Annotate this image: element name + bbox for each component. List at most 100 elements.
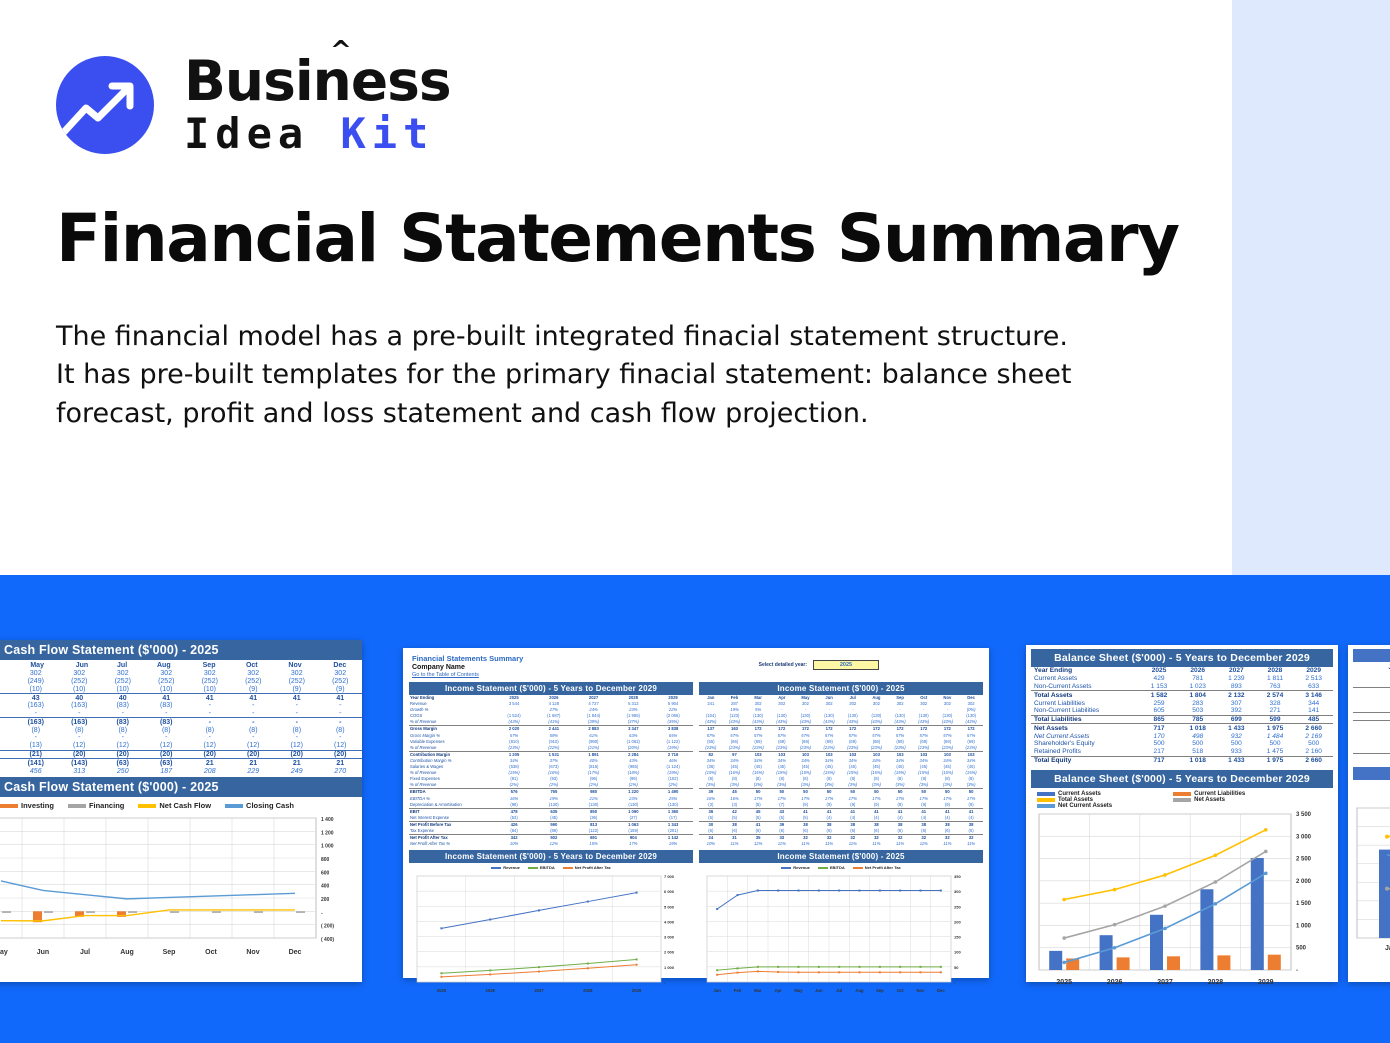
table-cell: (810) [509,738,519,744]
table-cell: - [804,707,807,713]
cash-flow-table-title: Cash Flow Statement ($'000) - 2025 [0,640,362,660]
table-row: (8) (8) (8) (8) (8) (8) (8) (8) [0,726,362,734]
table-row: (163) (163) (83) (83) - - - - [0,717,362,727]
table-cell: 1 804 [1178,690,1218,700]
table-cell: (9) [802,801,809,807]
table-row: Net Interest Expense (53) (45) (36) (27) (17) [409,815,693,822]
table-cell: - [875,707,878,713]
far-panel-title-bar [1353,649,1390,662]
svg-text:50: 50 [954,965,959,970]
table-row: Total Assets 1 582 1 804 2 132 2 574 3 146 [1031,690,1333,700]
table-cell: Aug [872,695,881,700]
row-label: % of Revenue [410,719,437,725]
table-cell: 172 [959,725,983,733]
table-cell: 342 [494,834,534,842]
table-row: 39 45 50 50 50 50 50 50 50 50 50 50 [699,788,983,796]
table-cell: (130) [628,801,639,807]
table-cell: (8) [31,726,41,734]
svg-text:May: May [0,949,8,956]
table-cell: 45 [722,788,747,796]
table-cell: 217 [1153,748,1165,756]
row-label: Net Current Assets [1034,732,1090,740]
table-cell: 38 [722,820,747,828]
table-cell: 2 513 [1305,675,1322,683]
table-cell: (8) [74,726,84,734]
balance-sheet-monthly-panel[interactable]: Jan1 1741241 297936927865121 08150012512… [1348,645,1390,982]
table-of-contents-link[interactable]: Go to the Table of Contents [412,672,479,678]
table-cell: 57% [919,732,928,738]
svg-text:Aug: Aug [120,949,134,956]
table-cell: 41 [840,807,865,815]
table-cell: 41 [864,807,889,815]
table-cell: (15%) [776,770,788,776]
table-cell: 1 433 [1217,723,1256,733]
brand-idea-word: Idea [184,109,341,158]
svg-text:300: 300 [954,889,961,894]
svg-text:1 500: 1 500 [1296,902,1312,908]
col-header: May [30,662,44,670]
table-cell: (6) [944,827,950,833]
table-cell: (23%) [776,744,788,750]
table-cell: 59% [549,732,558,738]
table-cell: (35%) [667,719,679,725]
table-cell: 302 [116,670,129,678]
row-label: Gross Margin [409,725,495,733]
legend-item: Revenue [781,865,810,870]
table-cell: - [165,734,168,742]
table-row: % of Revenue (43%) (41%) (39%) (37%) (35%) [409,719,693,726]
table-cell: 1 343 [653,820,693,828]
table-cell: 717 [1139,755,1179,765]
legend-item: Investing [0,801,54,810]
table-cell: 1 018 [1178,723,1218,733]
table-cell: (130) [895,713,905,719]
col-header: Oct [245,662,258,670]
table-cell: (12) [203,742,216,750]
table-cell: 302 [203,670,216,678]
table-cell: (20) [275,749,319,759]
table-cell: (9) [292,685,302,693]
table-cell: 32 [911,834,936,842]
table-cell: (39%) [587,719,600,725]
svg-text:Jan: Jan [714,988,722,993]
table-cell: 57% [706,732,716,738]
financial-summary-panel[interactable]: Financial Statements Summary Company Nam… [403,648,989,993]
table-cell: 328 [1269,699,1281,707]
table-cell: (15%) [799,770,812,776]
col-header: 2025 [1151,667,1167,675]
row-label: Non-Current Liabilities [1034,707,1100,715]
svg-text:1 000: 1 000 [321,844,334,850]
table-row: (43%) (43%) (43%) (43%) (43%) (43%) (43%) (43%)… [699,719,983,726]
table-cell: (16%) [728,770,741,776]
table-cell: (43%) [941,719,953,725]
table-cell: Mar [754,695,762,700]
table-row: (8) (8) (8) (8) (8) (8) (8) (8) (8) (8) (8) (8) [699,776,983,782]
svg-text:Nov: Nov [246,949,259,956]
cash-flow-panel[interactable]: Cash Flow Statement ($'000) - 2025 May J… [0,640,362,982]
table-cell: 103 [769,750,794,758]
row-label: Net Profit Before Tax [409,820,495,828]
table-cell: (3%) [801,782,810,788]
table-cell: 31 [722,834,747,842]
table-row: 82 97 103 103 103 103 103 103 103 103 103 103 [699,750,983,758]
table-row: 19% 5% - - - - - - - - (0%) [699,707,983,713]
select-year-input[interactable]: 2025 [813,660,879,670]
table-cell: (69) [967,738,975,744]
table-cell: 785 [1178,714,1218,724]
table-cell: (163) [27,702,44,710]
table-cell: 250 [116,767,129,775]
table-row: Salaries & Wages (538) (673) (815) (965) (1 1… [409,764,693,770]
table-cell: 605 [1153,707,1165,715]
table-cell: (12) [160,742,173,750]
table-cell: (43%) [847,719,859,725]
table-cell: 38 [864,820,889,828]
table-cell: (83) [144,717,188,727]
table-cell: 599 [1255,714,1295,724]
legend-item: Closing Cash [225,801,294,810]
table-cell: 763 [1269,682,1281,690]
balance-sheet-panel[interactable]: Balance Sheet ($'000) - 5 Years to Decem… [1026,645,1338,986]
table-cell: (45) [872,764,881,770]
table-cell: (16%) [548,770,560,776]
table-cell: (89) [550,827,558,833]
table-cell: (163) [57,717,101,727]
legend-item: Current Liabilities [1173,791,1321,797]
